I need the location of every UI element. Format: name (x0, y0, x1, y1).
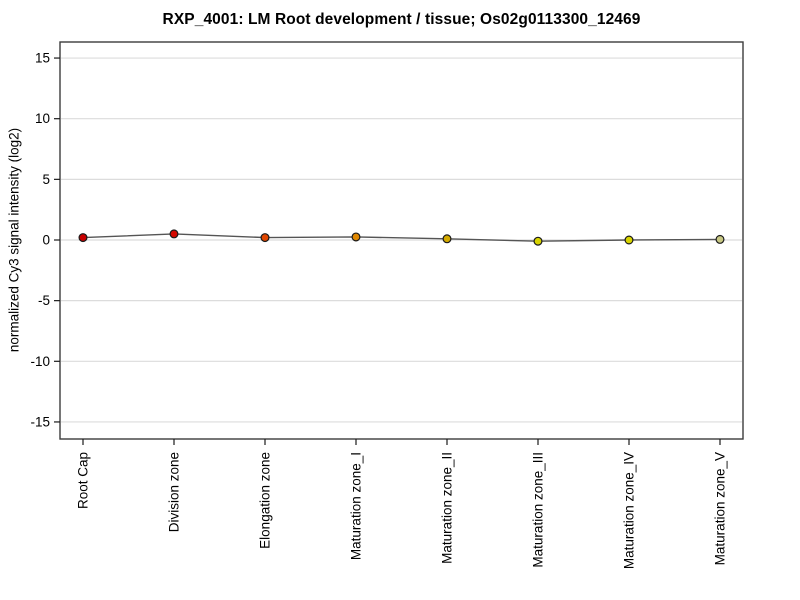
y-tick-label: -10 (30, 354, 50, 369)
data-point (260, 233, 270, 243)
x-tick-label: Root Cap (76, 452, 91, 509)
data-point (715, 234, 725, 244)
data-point (169, 229, 179, 239)
y-tick-label: -15 (30, 414, 50, 429)
y-tick-label: 10 (35, 111, 50, 126)
data-point (533, 236, 543, 246)
x-tick-label: Maturation zone_I (349, 452, 364, 560)
x-tick-label: Maturation zone_V (713, 452, 728, 565)
y-tick-label: 15 (35, 51, 50, 66)
x-tick-label: Maturation zone_IV (622, 452, 637, 569)
x-tick-label: Maturation zone_II (440, 452, 455, 564)
data-point (624, 235, 634, 245)
data-line (82, 233, 721, 242)
y-tick-label: 5 (42, 172, 50, 187)
data-point (442, 234, 452, 244)
x-tick-label: Division zone (167, 452, 182, 532)
y-tick-label: 0 (42, 233, 50, 248)
x-tick-label: Maturation zone_III (531, 452, 546, 568)
x-tick-label: Elongation zone (258, 452, 273, 549)
data-point (78, 233, 88, 243)
chart-title: RXP_4001: LM Root development / tissue; … (162, 11, 641, 28)
y-tick-label: -5 (38, 293, 50, 308)
data-point (351, 232, 361, 242)
